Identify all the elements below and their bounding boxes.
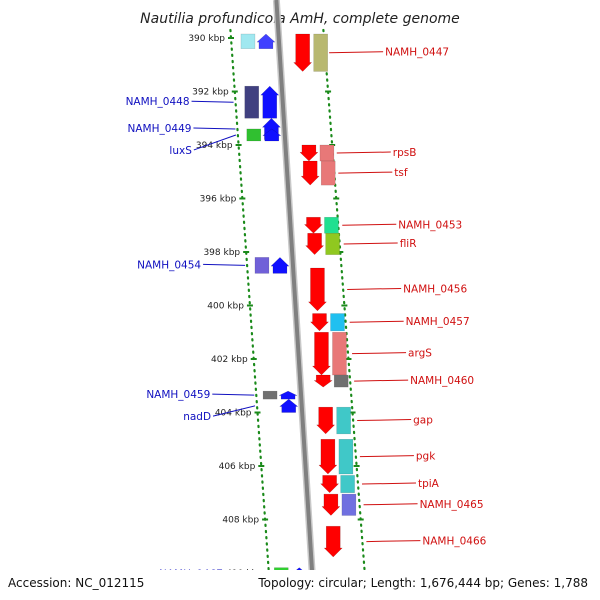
- tick-label: 398 kbp: [203, 248, 240, 258]
- topology-text: Topology: circular; Length: 1,676,444 bp…: [257, 576, 588, 590]
- gene-feature-box: [333, 374, 349, 388]
- gene-label: NAMH_0466: [422, 536, 486, 548]
- gene-arrow: [309, 313, 330, 332]
- gene-arrow: [323, 525, 343, 558]
- right-boundary-dots: [322, 28, 368, 600]
- gene-label-leader: [212, 393, 255, 396]
- gene-feature-box: [244, 85, 260, 119]
- gene-arrow: [320, 475, 340, 494]
- gene-label-leader: [193, 127, 236, 130]
- gene-feature-box: [240, 33, 256, 49]
- gene-feature-box: [313, 33, 328, 72]
- gene-arrow: [305, 233, 325, 256]
- gene-label-leader: [354, 379, 409, 382]
- gene-label: argS: [408, 348, 432, 360]
- gene-arrow: [316, 406, 336, 435]
- gene-label-leader: [193, 134, 237, 151]
- gene-arrow: [262, 128, 282, 142]
- gene-feature-box: [262, 390, 278, 400]
- tick-label: 394 kbp: [196, 141, 233, 151]
- gene-arrow: [311, 332, 332, 376]
- left-boundary-dots: [229, 28, 272, 600]
- gene-label-leader: [212, 405, 256, 417]
- gene-label-leader: [191, 100, 234, 103]
- gene-arrow: [313, 374, 333, 388]
- gene-feature-box: [325, 233, 340, 255]
- tick-label: 402 kbp: [211, 355, 248, 365]
- gene-label-leader: [343, 242, 398, 245]
- gene-feature-box: [324, 216, 339, 234]
- tick-label: 404 kbp: [215, 409, 252, 419]
- gene-arrow: [300, 160, 320, 186]
- gene-label-leader: [336, 151, 391, 154]
- gene-arrow: [299, 144, 319, 162]
- gene-feature-box: [338, 439, 354, 475]
- gene-feature-box: [254, 257, 270, 274]
- gene-arrow: [256, 33, 276, 49]
- gene-label: tsf: [394, 167, 408, 179]
- gene-label-leader: [352, 352, 407, 355]
- gene-label-leader: [329, 51, 384, 54]
- tick-label: 390 kbp: [188, 34, 225, 44]
- gene-feature-box: [320, 160, 336, 186]
- gene-feature-box: [341, 493, 357, 516]
- map-title: Nautilia profundicola AmH, complete geno…: [140, 11, 460, 27]
- gene-label: tpiA: [418, 478, 440, 490]
- gene-label: NAMH_0457: [406, 316, 470, 328]
- backbone: [274, 0, 316, 600]
- gene-label-leader: [359, 455, 414, 458]
- gene-feature-box: [330, 313, 345, 332]
- gene-label-leader: [357, 419, 412, 422]
- gene-arrow: [307, 267, 328, 312]
- tick-label: 406 kbp: [219, 462, 256, 472]
- gene-feature-box: [336, 406, 351, 435]
- gene-label: nadD: [183, 411, 211, 423]
- gene-label: luxS: [169, 145, 192, 157]
- gene-label-leader: [366, 540, 421, 543]
- gene-label: gap: [413, 415, 433, 427]
- tick-label: 396 kbp: [200, 195, 237, 205]
- gene-label-leader: [361, 482, 416, 485]
- gene-label-leader: [347, 287, 402, 290]
- gene-label: pgk: [416, 451, 436, 463]
- gene-arrow: [260, 85, 280, 119]
- gene-label: NAMH_0454: [137, 259, 201, 271]
- gene-feature-box: [246, 128, 262, 142]
- tick-label: 408 kbp: [222, 516, 259, 526]
- accession-text: Accession: NC_012115: [8, 576, 144, 590]
- gene-arrow: [293, 33, 313, 72]
- gene-label-leader: [349, 320, 404, 323]
- footer-background: [0, 570, 600, 600]
- gene-label-leader: [338, 171, 393, 174]
- gene-label: NAMH_0447: [385, 47, 449, 59]
- tick-label: 392 kbp: [192, 88, 229, 98]
- gene-arrow: [321, 493, 341, 516]
- gene-label: fliR: [400, 238, 417, 250]
- gene-label: NAMH_0465: [420, 499, 484, 511]
- gene-arrow: [318, 439, 338, 475]
- gene-label: NAMH_0460: [410, 375, 474, 387]
- gene-label-leader: [342, 223, 397, 226]
- gene-arrow: [279, 398, 299, 413]
- gene-feature-box: [332, 332, 347, 376]
- tick-label: 400 kbp: [207, 302, 244, 312]
- gene-arrow: [303, 216, 324, 234]
- gene-label: NAMH_0459: [146, 389, 210, 401]
- gene-label-leader: [203, 263, 246, 266]
- gene-arrow: [270, 256, 290, 274]
- gene-label: NAMH_0456: [403, 283, 467, 295]
- gene-feature-box: [319, 144, 335, 162]
- gene-arrow: [278, 390, 298, 400]
- gene-label: NAMH_0449: [127, 123, 191, 135]
- gene-label-leader: [363, 503, 418, 506]
- gene-label: rpsB: [393, 147, 417, 159]
- gene-label: NAMH_0448: [126, 96, 190, 108]
- gene-label: NAMH_0453: [398, 219, 462, 231]
- gene-feature-box: [340, 475, 355, 493]
